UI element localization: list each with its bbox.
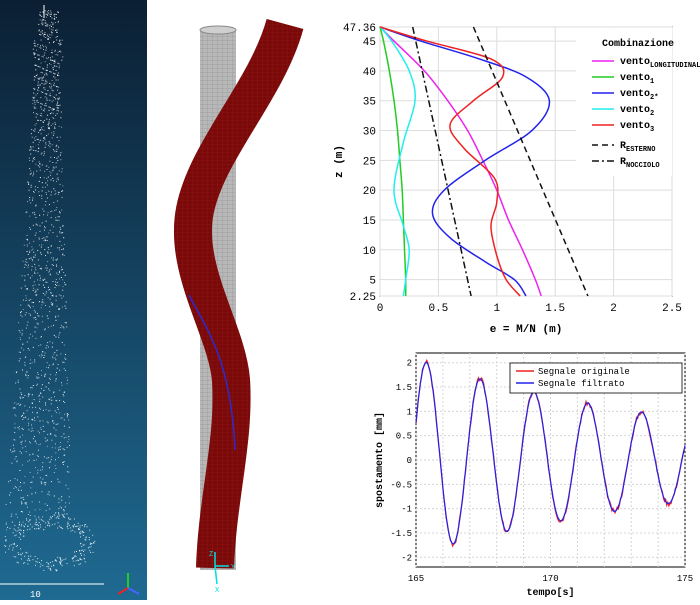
y-tick-label: 45 bbox=[363, 37, 376, 49]
scale-bar-label: 10 bbox=[30, 590, 41, 600]
series-line-vento-3 bbox=[379, 26, 521, 297]
x-tick-label: 1 bbox=[493, 303, 500, 315]
legend-entry: vento2* bbox=[620, 89, 658, 102]
y-tick-label: 0.5 bbox=[396, 432, 412, 442]
y-axis-label: z (m) bbox=[334, 145, 346, 178]
deformed-tower bbox=[174, 18, 304, 569]
series-line-vento-2 bbox=[379, 26, 416, 297]
y-tick-label: 2.25 bbox=[350, 292, 376, 304]
legend-entry: vento1 bbox=[620, 73, 654, 86]
x-tick-label: 175 bbox=[677, 574, 693, 584]
svg-text:Z: Z bbox=[209, 551, 213, 559]
x-axis-label: e = M/N (m) bbox=[490, 324, 563, 336]
y-axis-label: spostamento [mm] bbox=[374, 412, 386, 508]
chimney-point-cloud bbox=[4, 5, 96, 572]
eccentricity-chart: 0 0.5 1 1.5 2 2.5 2.25 5 10 15 20 25 30 35 40 45 47.36 e … bbox=[330, 0, 700, 340]
legend-title: Combinazione bbox=[602, 38, 674, 50]
y-tick-label: 47.36 bbox=[343, 23, 376, 35]
y-tick-label: -2 bbox=[401, 553, 412, 563]
series-line-vento-1 bbox=[379, 26, 407, 297]
series-line-r-nocciolo bbox=[411, 26, 472, 297]
legend: Segnale originale Segnale filtrato bbox=[509, 362, 683, 394]
x-tick-label: 0.5 bbox=[428, 303, 448, 315]
y-tick-label: 30 bbox=[363, 127, 376, 139]
x-tick-label: 170 bbox=[542, 574, 558, 584]
legend-entry: RNOCCIOLO bbox=[620, 157, 660, 170]
deformed-centerline bbox=[188, 294, 236, 451]
y-tick-label: 40 bbox=[363, 67, 376, 79]
fem-model-panel: Z Y X bbox=[147, 0, 330, 600]
x-axis-label: tempo[s] bbox=[526, 587, 574, 599]
legend-entry: vento2 bbox=[620, 105, 654, 118]
y-tick-label: 5 bbox=[369, 276, 376, 288]
displacement-chart: 165 170 175 -2 -1.5 -1 -0.5 0 0.5 1 1.5 2 tempo[s] sp… bbox=[330, 345, 700, 600]
legend-entry: Segnale originale bbox=[538, 367, 630, 377]
y-tick-label: 1.5 bbox=[396, 383, 412, 393]
x-tick-label: 0 bbox=[377, 303, 384, 315]
y-tick-label: 2 bbox=[407, 359, 412, 369]
fem-model-view: Z Y X bbox=[174, 18, 304, 595]
y-tick-label: 35 bbox=[363, 97, 376, 109]
svg-text:X: X bbox=[215, 587, 220, 595]
series-line-vento-longitudinale bbox=[379, 26, 542, 297]
point-cloud-view: 10 bbox=[0, 0, 147, 600]
legend-entry: Segnale filtrato bbox=[538, 379, 624, 389]
x-tick-label: 1.5 bbox=[545, 303, 565, 315]
xyz-axes-icon bbox=[117, 573, 140, 595]
legend-box bbox=[576, 28, 672, 176]
legend-entry: ventoLONGITUDINALE bbox=[620, 57, 700, 70]
series-line-r-esterno bbox=[472, 26, 589, 297]
y-tick-label: 15 bbox=[363, 216, 376, 228]
y-tick-label: 20 bbox=[363, 186, 376, 198]
legend-box bbox=[509, 362, 683, 394]
y-tick-label: 1 bbox=[407, 407, 412, 417]
point-cloud-panel: 10 bbox=[0, 0, 147, 600]
y-tick-label: 25 bbox=[363, 156, 376, 168]
y-tick-label: 10 bbox=[363, 246, 376, 258]
y-tick-label: 0 bbox=[407, 456, 412, 466]
y-tick-label: -0.5 bbox=[390, 480, 412, 490]
series-line-segnale-filtrato bbox=[415, 361, 686, 545]
legend: Combinazione ventoLONGITUDINALE vento1 vent… bbox=[576, 28, 700, 176]
legend-entry: RESTERNO bbox=[620, 141, 655, 154]
svg-text:Y: Y bbox=[231, 564, 236, 572]
y-tick-label: -1 bbox=[401, 505, 412, 515]
x-tick-label: 2 bbox=[610, 303, 617, 315]
fem-axes-icon: Z Y X bbox=[209, 551, 236, 595]
legend-entry: vento3 bbox=[620, 121, 654, 134]
x-tick-label: 2.5 bbox=[662, 303, 682, 315]
x-tick-label: 165 bbox=[408, 574, 424, 584]
y-tick-label: -1.5 bbox=[390, 529, 412, 539]
series-line-vento-2star bbox=[379, 26, 551, 297]
